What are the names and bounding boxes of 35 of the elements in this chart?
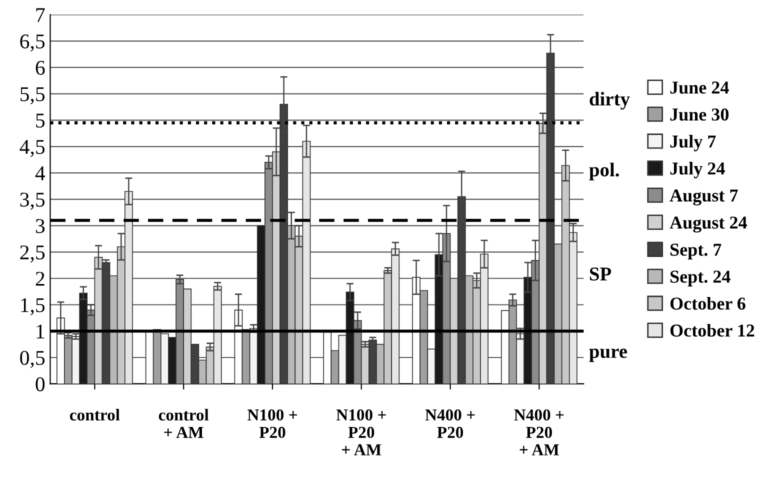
y-tick-label: 2,5 xyxy=(20,245,45,262)
y-tick-label: 0 xyxy=(36,377,45,392)
y-tick-label: 5,5 xyxy=(20,87,45,104)
y-tick-label: 7 xyxy=(36,8,45,22)
y-tick-label: 1 xyxy=(36,324,44,338)
legend-label: October 12 xyxy=(670,324,754,337)
legend-label: October 6 xyxy=(670,297,746,310)
y-tick-label: 1,5 xyxy=(21,298,45,316)
legend-label: August 7 xyxy=(670,190,738,206)
text: SP xyxy=(590,268,612,281)
x-tick-label: control xyxy=(70,408,120,421)
x-tick-label: N400 + P20 xyxy=(425,409,475,438)
y-tick-label: 5 xyxy=(36,114,45,128)
y-tick-label: 0,5 xyxy=(20,350,45,368)
legend-label: August 24 xyxy=(670,216,747,233)
y-tick-label: 4 xyxy=(35,166,46,180)
x-tick-label: N100 + P20 + AM xyxy=(336,409,386,456)
text: pure xyxy=(589,348,627,362)
y-tick-label: 2 xyxy=(36,272,44,286)
y-tick-label: 6 xyxy=(36,60,45,75)
text: pol. xyxy=(589,162,619,180)
y-tick-label: 3 xyxy=(36,219,45,234)
legend-label: July 7 xyxy=(670,134,716,152)
text: dirty xyxy=(590,92,630,110)
legend-label: Sept. 24 xyxy=(670,270,730,286)
y-tick-label: 3,5 xyxy=(20,192,45,210)
legend-label: June 24 xyxy=(670,82,729,94)
legend-label: June 30 xyxy=(670,108,729,121)
y-tick-label: 6,5 xyxy=(20,34,45,52)
legend-label: July 24 xyxy=(670,162,725,178)
x-tick-label: N400 + P20 + AM xyxy=(514,409,564,456)
y-tick-label: 4,5 xyxy=(20,140,45,157)
x-tick-label: N100 + P20 xyxy=(247,409,297,438)
legend-label: Sept. 7 xyxy=(670,244,722,260)
x-tick-label: control + AM xyxy=(158,408,209,438)
